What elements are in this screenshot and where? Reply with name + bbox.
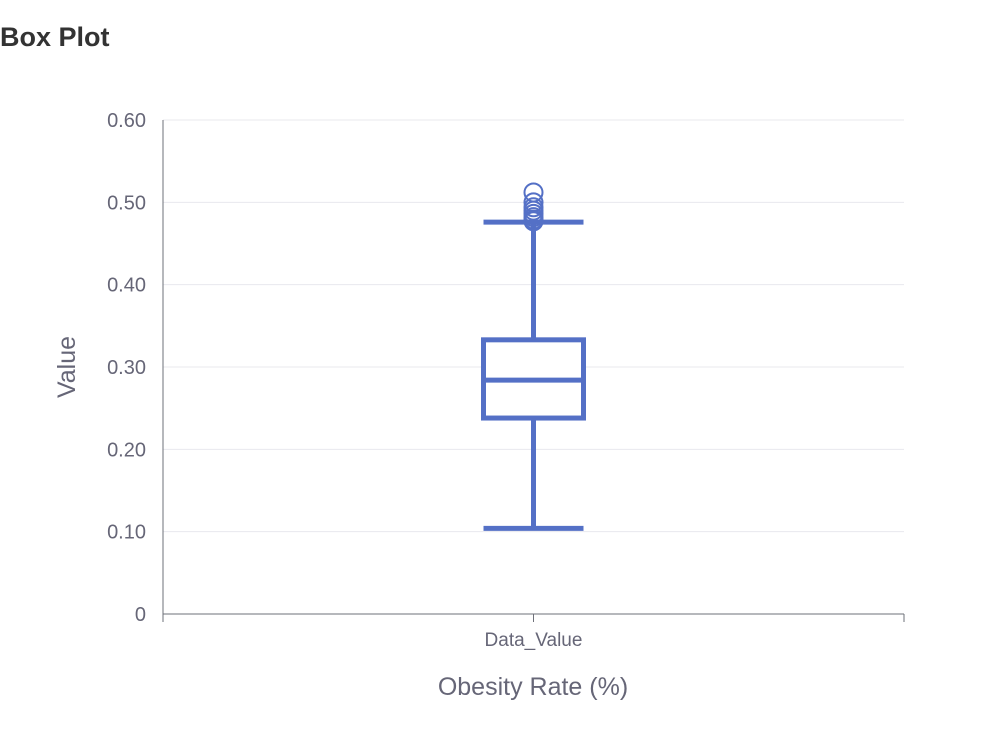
y-axis-label: Value <box>53 336 81 398</box>
y-tick-label: 0.10 <box>107 522 146 544</box>
x-axis-label: Obesity Rate (%) <box>438 673 628 701</box>
y-tick-label: 0.20 <box>107 439 146 461</box>
y-tick-label: 0.60 <box>107 110 146 132</box>
y-tick-label: 0.30 <box>107 357 146 379</box>
y-tick-label: 0 <box>135 604 146 626</box>
page-title: Box Plot <box>0 22 110 52</box>
y-tick-label: 0.50 <box>107 192 146 214</box>
x-tick-label: Data_Value <box>485 630 583 651</box>
outlier-point <box>523 211 544 232</box>
y-tick-label: 0.40 <box>107 275 146 297</box>
